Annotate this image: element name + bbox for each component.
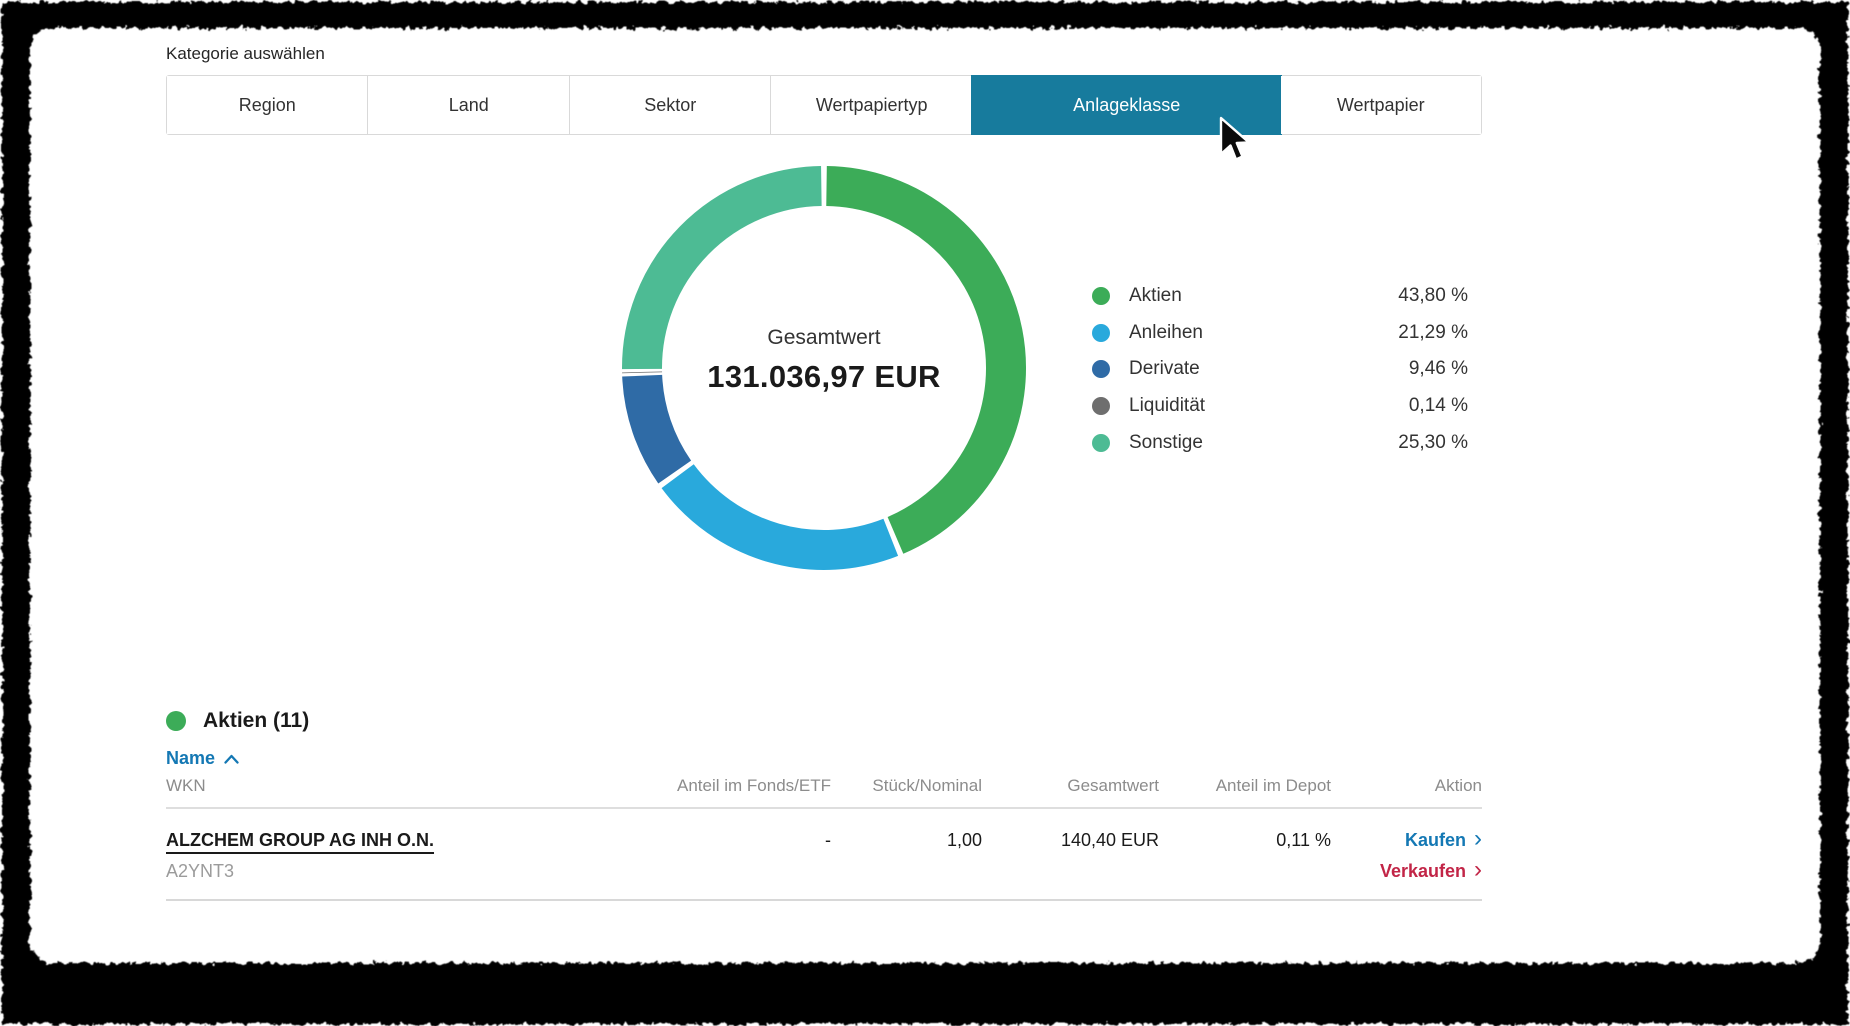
legend-dot — [1092, 287, 1110, 306]
legend-dot — [1092, 360, 1110, 379]
tab-sektor[interactable]: Sektor — [568, 76, 771, 134]
verkaufen-link[interactable]: Verkaufen › — [1379, 856, 1482, 883]
legend-item: Liquidität 0,14 % — [1092, 388, 1468, 425]
donut-center-text: Gesamtwert 131.036,97 EUR — [674, 326, 974, 395]
cell-stueck-nominal: 1,00 — [946, 830, 982, 850]
chevron-up-icon — [224, 754, 239, 764]
legend-dot — [1092, 323, 1110, 342]
wkn-column-header: WKN — [166, 776, 206, 795]
legend-value: 43,80 % — [1398, 285, 1468, 307]
legend-label: Sonstige — [1129, 431, 1203, 453]
tab-wertpapier[interactable]: Wertpapier — [1280, 76, 1481, 134]
cell-anteil-fonds: - — [825, 830, 831, 850]
stueck-column-header: Stück/Nominal — [872, 776, 982, 795]
category-tabs: Region Land Sektor Wertpapiertyp Anlageklass… — [166, 75, 1482, 135]
name-column-header: Name — [166, 748, 216, 768]
legend-label: Liquidität — [1129, 395, 1206, 417]
legend-value: 9,46 % — [1408, 358, 1468, 380]
chart-legend: Aktien 43,80 % Anleihen 21,29 % Derivate 9,46… — [1092, 278, 1468, 461]
legend-label: Aktien — [1129, 285, 1182, 307]
legend-item: Derivate 9,46 % — [1092, 351, 1468, 388]
sort-by-name-button[interactable]: Name — [166, 748, 239, 769]
donut-segment-derivate — [622, 374, 692, 484]
fonds-column-header: Anteil im Fonds/ETF — [677, 776, 831, 795]
legend-dot — [1092, 397, 1110, 416]
category-select-label: Kategorie auswählen — [166, 44, 325, 63]
holdings-table: Name WKN Anteil im Fonds/ETF Stück/Nomin… — [166, 748, 1482, 901]
chevron-right-icon: › — [1474, 856, 1482, 883]
holdings-section-title: Aktien (11) — [203, 709, 310, 732]
legend-value: 25,30 % — [1398, 431, 1468, 453]
tab-anlageklasse[interactable]: Anlageklasse — [970, 75, 1282, 135]
tab-land[interactable]: Land — [367, 76, 569, 134]
gesamtwert-column-header: Gesamtwert — [1067, 776, 1159, 795]
holdings-section-header: Aktien (11) — [166, 709, 309, 733]
legend-value: 21,29 % — [1398, 321, 1468, 343]
legend-label: Anleihen — [1129, 321, 1203, 343]
aktien-color-dot — [166, 711, 186, 731]
table-row: ALZCHEM GROUP AG INH O.N. A2YNT3 - 1,00 … — [166, 809, 1482, 901]
donut-segment-anleihen — [661, 464, 899, 570]
security-name-link[interactable]: ALZCHEM GROUP AG INH O.N. — [166, 830, 435, 850]
total-value-amount: 131.036,97 EUR — [707, 359, 941, 394]
cell-gesamtwert: 140,40 EUR — [1060, 830, 1159, 850]
legend-item: Aktien 43,80 % — [1092, 278, 1468, 315]
aktion-column-header: Aktion — [1434, 776, 1482, 795]
security-wkn: A2YNT3 — [166, 861, 235, 881]
depot-column-header: Anteil im Depot — [1215, 776, 1331, 795]
legend-value: 0,14 % — [1408, 395, 1468, 417]
tab-wertpapiertyp[interactable]: Wertpapiertyp — [770, 76, 972, 134]
cell-anteil-depot: 0,11 % — [1276, 830, 1331, 850]
holdings-table-header: Name WKN Anteil im Fonds/ETF Stück/Nomin… — [166, 748, 1482, 809]
legend-item: Sonstige 25,30 % — [1092, 424, 1468, 461]
total-value-label: Gesamtwert — [767, 326, 881, 349]
legend-item: Anleihen 21,29 % — [1092, 315, 1468, 352]
chevron-right-icon: › — [1474, 825, 1482, 852]
legend-dot — [1092, 433, 1110, 452]
legend-label: Derivate — [1129, 358, 1200, 380]
portfolio-card: Kategorie auswählen Region Land Sektor Wert… — [30, 28, 1820, 963]
kaufen-link[interactable]: Kaufen › — [1404, 825, 1482, 852]
tab-region[interactable]: Region — [167, 76, 368, 134]
